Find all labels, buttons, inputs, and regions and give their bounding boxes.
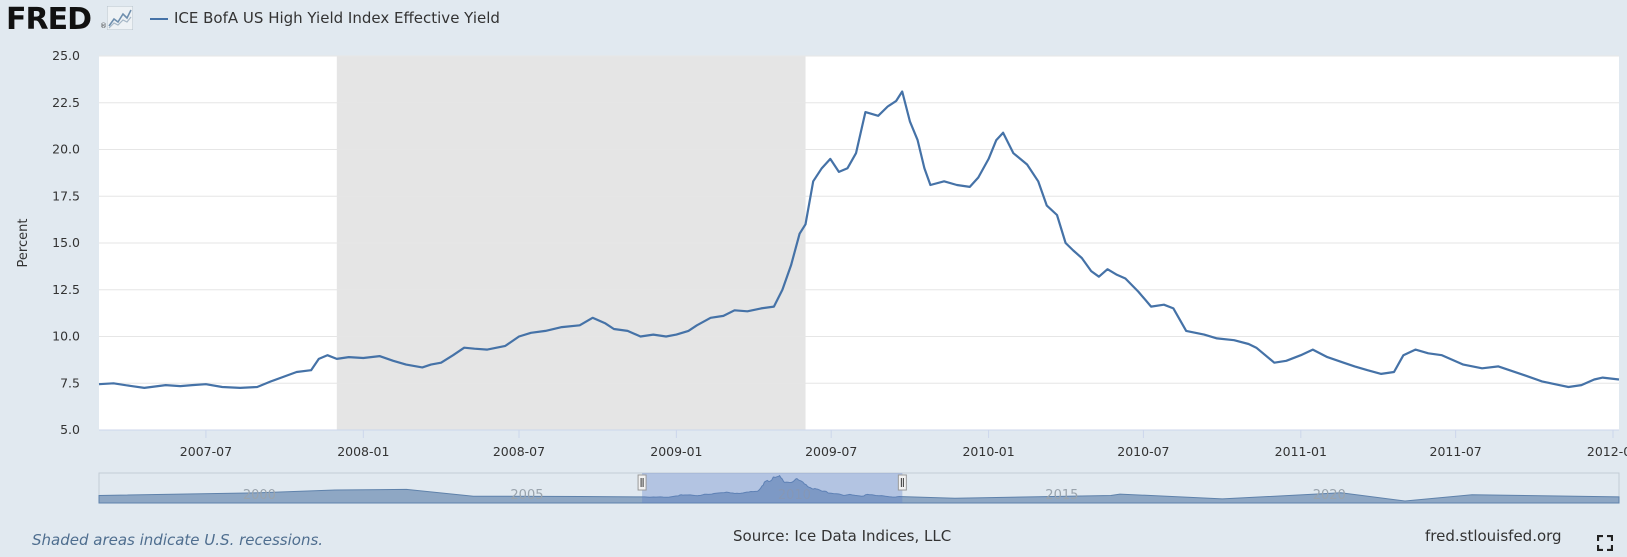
- navigator-selection[interactable]: [642, 473, 903, 503]
- x-tick-label: 2008-01: [337, 444, 389, 459]
- navigator-handle-right[interactable]: [897, 474, 907, 491]
- y-axis-title: Percent: [16, 219, 31, 268]
- x-tick-label: 2010-01: [962, 444, 1014, 459]
- y-tick-label: 15.0: [52, 235, 80, 250]
- x-tick-label: 2011-07: [1430, 444, 1482, 459]
- x-tick-label: 2009-07: [805, 444, 857, 459]
- registered-mark: ®: [100, 22, 107, 30]
- y-tick-label: 5.0: [60, 422, 80, 437]
- y-tick-label: 10.0: [52, 329, 80, 344]
- navigator-handle-left[interactable]: [637, 474, 647, 491]
- x-tick-label: 2011-01: [1275, 444, 1327, 459]
- navigator-series-area: [98, 474, 1620, 504]
- legend-series-swatch: [150, 18, 168, 20]
- fred-url-link[interactable]: fred.stlouisfed.org: [1425, 527, 1562, 545]
- x-tick-label: 2008-07: [493, 444, 545, 459]
- y-tick-label: 17.5: [52, 188, 80, 203]
- navigator[interactable]: 2000 2005 2010 2015 2020: [98, 472, 1620, 504]
- x-tick-label: 2007-07: [180, 444, 232, 459]
- source-text: Source: Ice Data Indices, LLC: [733, 527, 952, 545]
- y-tick-label: 25.0: [52, 48, 80, 63]
- recession-note: Shaded areas indicate U.S. recessions.: [32, 531, 324, 549]
- navigator-year-label: 2000: [243, 488, 276, 503]
- x-tick-label: 2009-01: [650, 444, 702, 459]
- x-tick-label: 2010-07: [1117, 444, 1169, 459]
- y-tick-label: 7.5: [60, 375, 80, 390]
- navigator-year-label: 2020: [1313, 488, 1346, 503]
- x-tick-label: 2012-01: [1587, 444, 1627, 459]
- y-tick-label: 20.0: [52, 142, 80, 157]
- y-tick-label: 12.5: [52, 282, 80, 297]
- legend-series-label[interactable]: ICE BofA US High Yield Index Effective Y…: [174, 9, 500, 27]
- navigator-year-label: 2005: [510, 488, 543, 503]
- fullscreen-icon[interactable]: [1597, 535, 1613, 551]
- series-line[interactable]: [98, 90, 1620, 389]
- y-tick-label: 22.5: [52, 95, 80, 110]
- navigator-year-label: 2010: [778, 488, 811, 503]
- line-chart-icon: [107, 6, 133, 30]
- fred-logo[interactable]: FRED: [6, 2, 92, 37]
- navigator-year-label: 2015: [1045, 488, 1078, 503]
